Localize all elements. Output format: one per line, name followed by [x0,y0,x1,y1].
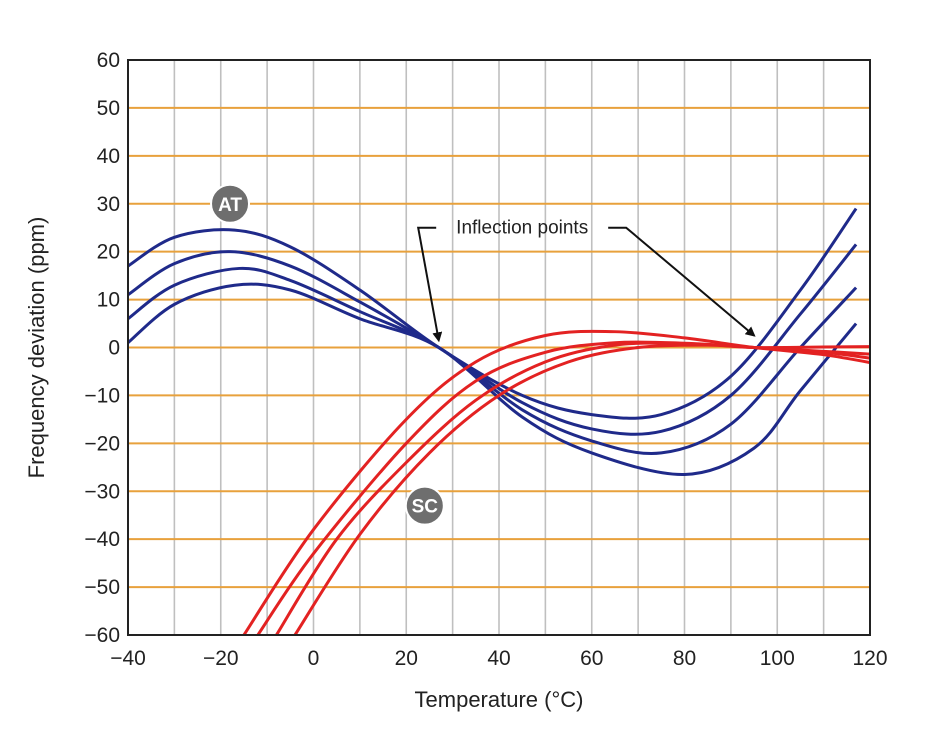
y-tick-label: 40 [97,145,120,168]
badge-at-label: AT [218,195,242,216]
x-tick-label: 60 [580,647,603,670]
inflection-arrow [416,226,443,343]
y-tick-label: 10 [97,289,120,312]
y-tick-label: 20 [97,241,120,264]
x-tick-label: 80 [673,647,696,670]
x-axis-label: Temperature (°C) [415,687,584,712]
y-tick-label: −50 [84,576,120,599]
x-tick-label: 40 [487,647,510,670]
y-tick-label: 60 [97,49,120,72]
y-tick-label: 50 [97,97,120,120]
y-tick-label: 30 [97,193,120,216]
y-tick-label: −60 [84,624,120,647]
inflection-points-label: Inflection points [456,218,588,239]
inflection-arrow [608,226,756,337]
x-tick-label: −20 [203,647,239,670]
x-tick-label: −40 [110,647,146,670]
y-tick-label: −20 [84,432,120,455]
series-line-at-3 [128,266,858,455]
x-tick-label: 100 [760,647,795,670]
series-line-sc-5 [242,329,870,635]
y-tick-label: −10 [84,384,120,407]
y-tick-label: −30 [84,480,120,503]
badge-sc [404,485,445,526]
series-line-at-2 [128,243,858,436]
y-axis-label: Frequency deviation (ppm) [24,217,49,479]
series-layer [128,207,870,635]
series-line-at-1 [128,207,858,420]
x-tick-label: 120 [852,647,887,670]
series-line-sc-6 [256,340,870,635]
plot-frame [127,59,871,636]
badge-sc-label: SC [412,497,439,518]
y-tick-label: 0 [108,337,120,360]
series-line-sc-8 [293,343,870,635]
x-tick-label: 0 [308,647,320,670]
tick-labels: −40 −20 0 20 40 60 80 100 120 −60 −50 −40 −30 −20 −10 0… [84,49,887,670]
annotations: AT SC Inflection points [210,183,756,526]
y-tick-label: −40 [84,528,120,551]
badge-at [210,183,251,224]
x-tick-label: 20 [395,647,418,670]
